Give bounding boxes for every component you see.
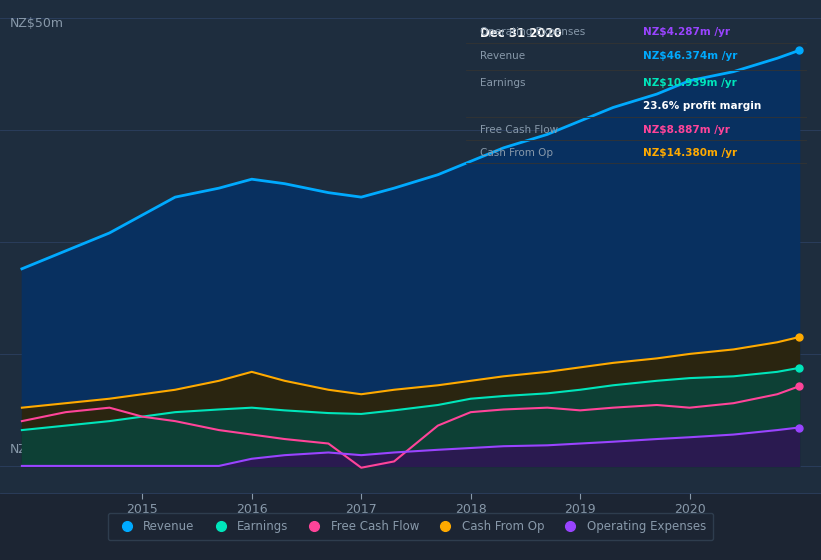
Text: Operating Expenses: Operating Expenses bbox=[480, 27, 585, 37]
Text: NZ$14.380m /yr: NZ$14.380m /yr bbox=[644, 148, 737, 158]
Text: 23.6% profit margin: 23.6% profit margin bbox=[644, 101, 762, 110]
Text: NZ$4.287m /yr: NZ$4.287m /yr bbox=[644, 27, 731, 37]
Text: Revenue: Revenue bbox=[480, 51, 525, 61]
Text: NZ$50m: NZ$50m bbox=[10, 17, 64, 30]
Text: Free Cash Flow: Free Cash Flow bbox=[480, 124, 558, 134]
Text: NZ$10.939m /yr: NZ$10.939m /yr bbox=[644, 78, 737, 88]
Text: NZ$8.887m /yr: NZ$8.887m /yr bbox=[644, 124, 731, 134]
Text: NZ$46.374m /yr: NZ$46.374m /yr bbox=[644, 51, 738, 61]
Text: Earnings: Earnings bbox=[480, 78, 525, 88]
Text: Dec 31 2020: Dec 31 2020 bbox=[480, 27, 562, 40]
Legend: Revenue, Earnings, Free Cash Flow, Cash From Op, Operating Expenses: Revenue, Earnings, Free Cash Flow, Cash … bbox=[108, 513, 713, 540]
Text: NZ$0: NZ$0 bbox=[10, 443, 44, 456]
Text: Cash From Op: Cash From Op bbox=[480, 148, 553, 158]
